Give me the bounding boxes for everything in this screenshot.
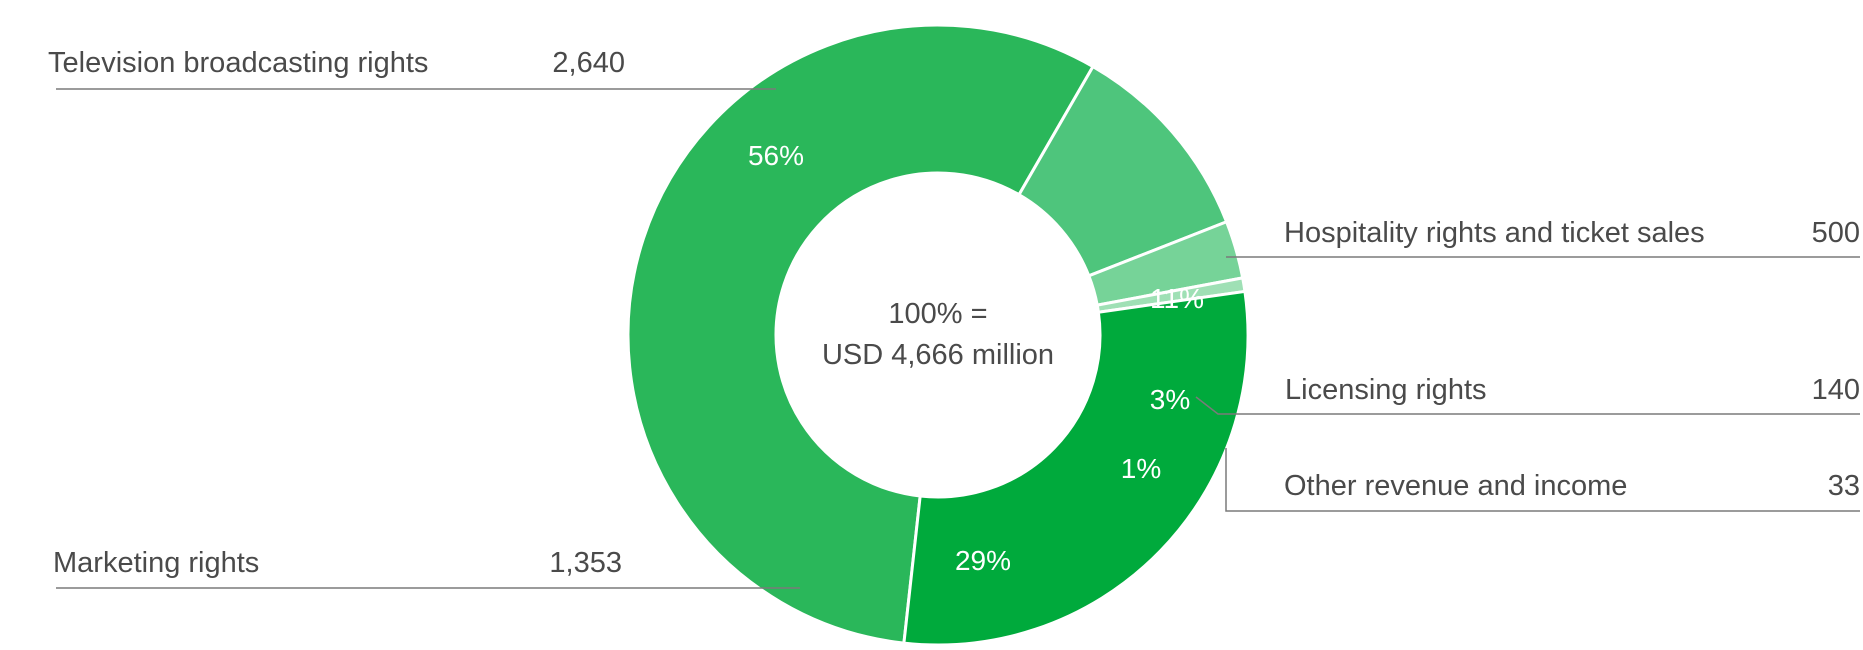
center-label-line-2: USD 4,666 million [822, 339, 1054, 371]
segment-name-4: Marketing rights [53, 547, 259, 579]
leader-line-3 [1225, 448, 1860, 512]
leader-line-2 [1195, 396, 1860, 415]
segment-value-2: 140 [1812, 374, 1860, 406]
center-label-line-1: 100% = [888, 298, 987, 330]
percent-label-1: 11% [1150, 283, 1204, 314]
segment-value-4: 1,353 [549, 547, 622, 579]
segment-name-2: Licensing rights [1285, 374, 1487, 406]
segment-name-3: Other revenue and income [1284, 470, 1627, 502]
percent-label-2: 3% [1150, 384, 1190, 415]
segment-labels: Television broadcasting rights 2,640 Hospi… [48, 47, 1860, 579]
segment-value-3: 33 [1828, 470, 1860, 502]
segment-name-0: Television broadcasting rights [48, 47, 428, 79]
segment-value-1: 500 [1812, 217, 1860, 249]
segment-value-0: 2,640 [552, 47, 625, 79]
slice-0 [626, 23, 1096, 645]
leader-lines [56, 88, 1860, 589]
percent-label-4: 29% [955, 545, 1011, 576]
percent-label-3: 1% [1121, 453, 1161, 484]
donut-slices [626, 23, 1250, 647]
percent-label-0: 56% [748, 140, 804, 171]
percent-labels: 56% 11% 3% 1% 29% [748, 140, 1204, 576]
segment-name-1: Hospitality rights and ticket sales [1284, 217, 1705, 249]
